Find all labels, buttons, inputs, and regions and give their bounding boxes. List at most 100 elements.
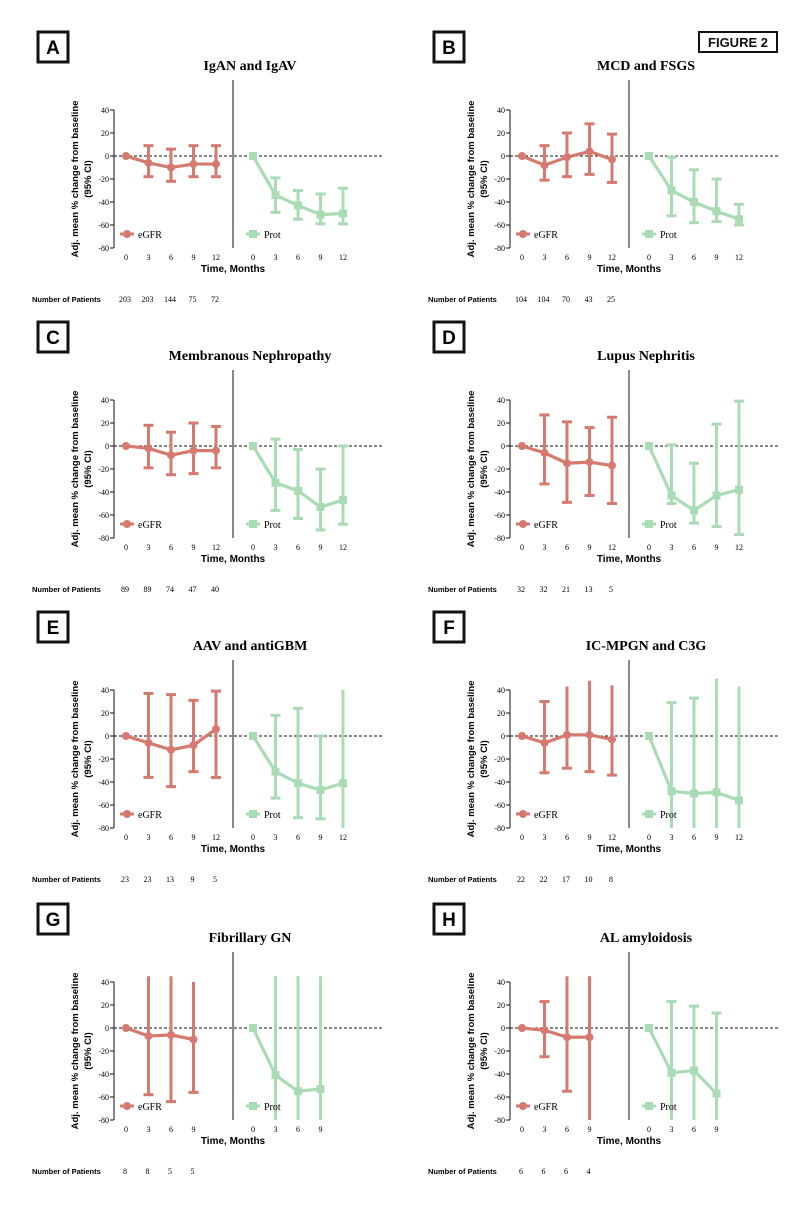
x-tick-label: 12 <box>339 543 347 552</box>
patients-count: 89 <box>144 585 152 594</box>
x-tick-label: 3 <box>543 253 547 262</box>
data-point <box>212 160 220 169</box>
panel-b: B MCD and FSGS Adj. mean % change from bas… <box>428 30 778 304</box>
legend-label: Prot <box>660 810 677 821</box>
data-point <box>249 732 257 740</box>
y-tick-label: -80 <box>98 534 109 543</box>
x-axis-label: Time, Months <box>597 554 662 565</box>
y-axis-label-2: (95% CI) <box>83 450 94 487</box>
x-tick-label: 6 <box>296 833 300 842</box>
data-point <box>667 186 676 195</box>
patients-count: 8 <box>609 875 613 884</box>
data-point <box>608 735 616 744</box>
x-tick-label: 9 <box>715 543 719 552</box>
legend-marker <box>249 520 257 528</box>
patients-count: 10 <box>585 875 593 884</box>
series-egfr: eGFR <box>120 976 199 1113</box>
x-tick-label: 12 <box>608 253 616 262</box>
y-tick-label: 40 <box>101 396 109 405</box>
patients-count: 144 <box>164 295 176 304</box>
y-tick-label: -40 <box>98 1070 109 1079</box>
panel-letter: H <box>442 910 456 931</box>
x-axis-label: Time, Months <box>201 264 266 275</box>
series-prot: Prot <box>642 399 744 537</box>
y-tick-label: -20 <box>98 175 109 184</box>
y-tick-label: -80 <box>494 534 505 543</box>
patients-count: 17 <box>562 875 570 884</box>
x-tick-label: 6 <box>565 253 569 262</box>
series-prot: Prot <box>246 976 325 1120</box>
y-tick-label: -40 <box>494 488 505 497</box>
panel-title: IgAN and IgAV <box>203 59 296 74</box>
data-point <box>667 787 676 796</box>
x-tick-label: 3 <box>670 833 674 842</box>
series-egfr: eGFR <box>516 122 617 241</box>
x-tick-label: 3 <box>670 253 674 262</box>
x-tick-label: 0 <box>647 543 651 552</box>
patients-count: 203 <box>142 295 154 304</box>
data-point <box>735 796 743 805</box>
legend-label: eGFR <box>138 810 162 821</box>
y-tick-label: 0 <box>105 152 109 161</box>
x-tick-label: 6 <box>296 253 300 262</box>
data-point <box>122 152 130 160</box>
panel-title: AAV and antiGBM <box>193 639 308 654</box>
x-axis-label: Time, Months <box>201 844 266 855</box>
data-point <box>690 506 698 515</box>
legend-marker <box>645 230 653 238</box>
data-point <box>540 448 549 457</box>
y-axis-label-2: (95% CI) <box>479 1032 490 1069</box>
data-point <box>316 1084 325 1093</box>
y-tick-label: -20 <box>98 1047 109 1056</box>
legend-label: eGFR <box>534 520 558 531</box>
legend-marker <box>123 230 131 238</box>
data-point <box>585 1033 594 1042</box>
x-tick-label: 0 <box>124 253 128 262</box>
y-tick-label: -60 <box>98 511 109 520</box>
x-tick-label: 0 <box>251 543 255 552</box>
x-tick-label: 6 <box>169 543 173 552</box>
panel-d: D Lupus Nephritis Adj. mean % change from … <box>428 320 778 594</box>
series-prot: Prot <box>246 437 348 532</box>
patients-count: 32 <box>540 585 548 594</box>
data-point <box>540 738 549 747</box>
x-tick-label: 6 <box>296 543 300 552</box>
patients-label: Number of Patients <box>428 1167 497 1176</box>
patients-count: 8 <box>123 1167 127 1176</box>
x-tick-label: 6 <box>565 1125 569 1134</box>
x-tick-label: 9 <box>588 253 592 262</box>
legend-label: eGFR <box>138 1102 162 1113</box>
y-axis-label-2: (95% CI) <box>479 160 490 197</box>
data-point <box>690 198 698 206</box>
patients-count: 4 <box>587 1167 591 1176</box>
x-tick-label: 12 <box>212 253 220 262</box>
patients-count: 5 <box>168 1167 172 1176</box>
x-tick-label: 12 <box>339 253 347 262</box>
panel-letter-box <box>432 610 466 644</box>
panel-letter-box <box>432 902 466 936</box>
patients-count: 6 <box>542 1167 546 1176</box>
data-point <box>294 486 302 495</box>
legend-marker <box>123 520 131 528</box>
patients-count: 5 <box>191 1167 195 1176</box>
data-point <box>167 451 175 460</box>
x-tick-label: 9 <box>192 253 196 262</box>
data-point <box>563 730 571 739</box>
y-tick-label: -20 <box>98 755 109 764</box>
legend-marker <box>249 810 257 818</box>
y-axis-label-2: (95% CI) <box>83 740 94 777</box>
series-prot: Prot <box>642 678 743 828</box>
x-tick-label: 3 <box>274 543 278 552</box>
y-tick-label: 20 <box>497 129 505 138</box>
series-egfr: eGFR <box>516 680 617 821</box>
data-point <box>712 1089 721 1098</box>
y-axis-label: Adj. mean % change from baseline <box>466 681 477 838</box>
y-tick-label: 0 <box>105 442 109 451</box>
x-tick-label: 9 <box>715 1125 719 1134</box>
legend-marker <box>123 1102 131 1110</box>
y-axis-label-2: (95% CI) <box>83 160 94 197</box>
legend-label: Prot <box>660 1102 677 1113</box>
x-tick-label: 12 <box>212 543 220 552</box>
data-point <box>735 215 743 224</box>
